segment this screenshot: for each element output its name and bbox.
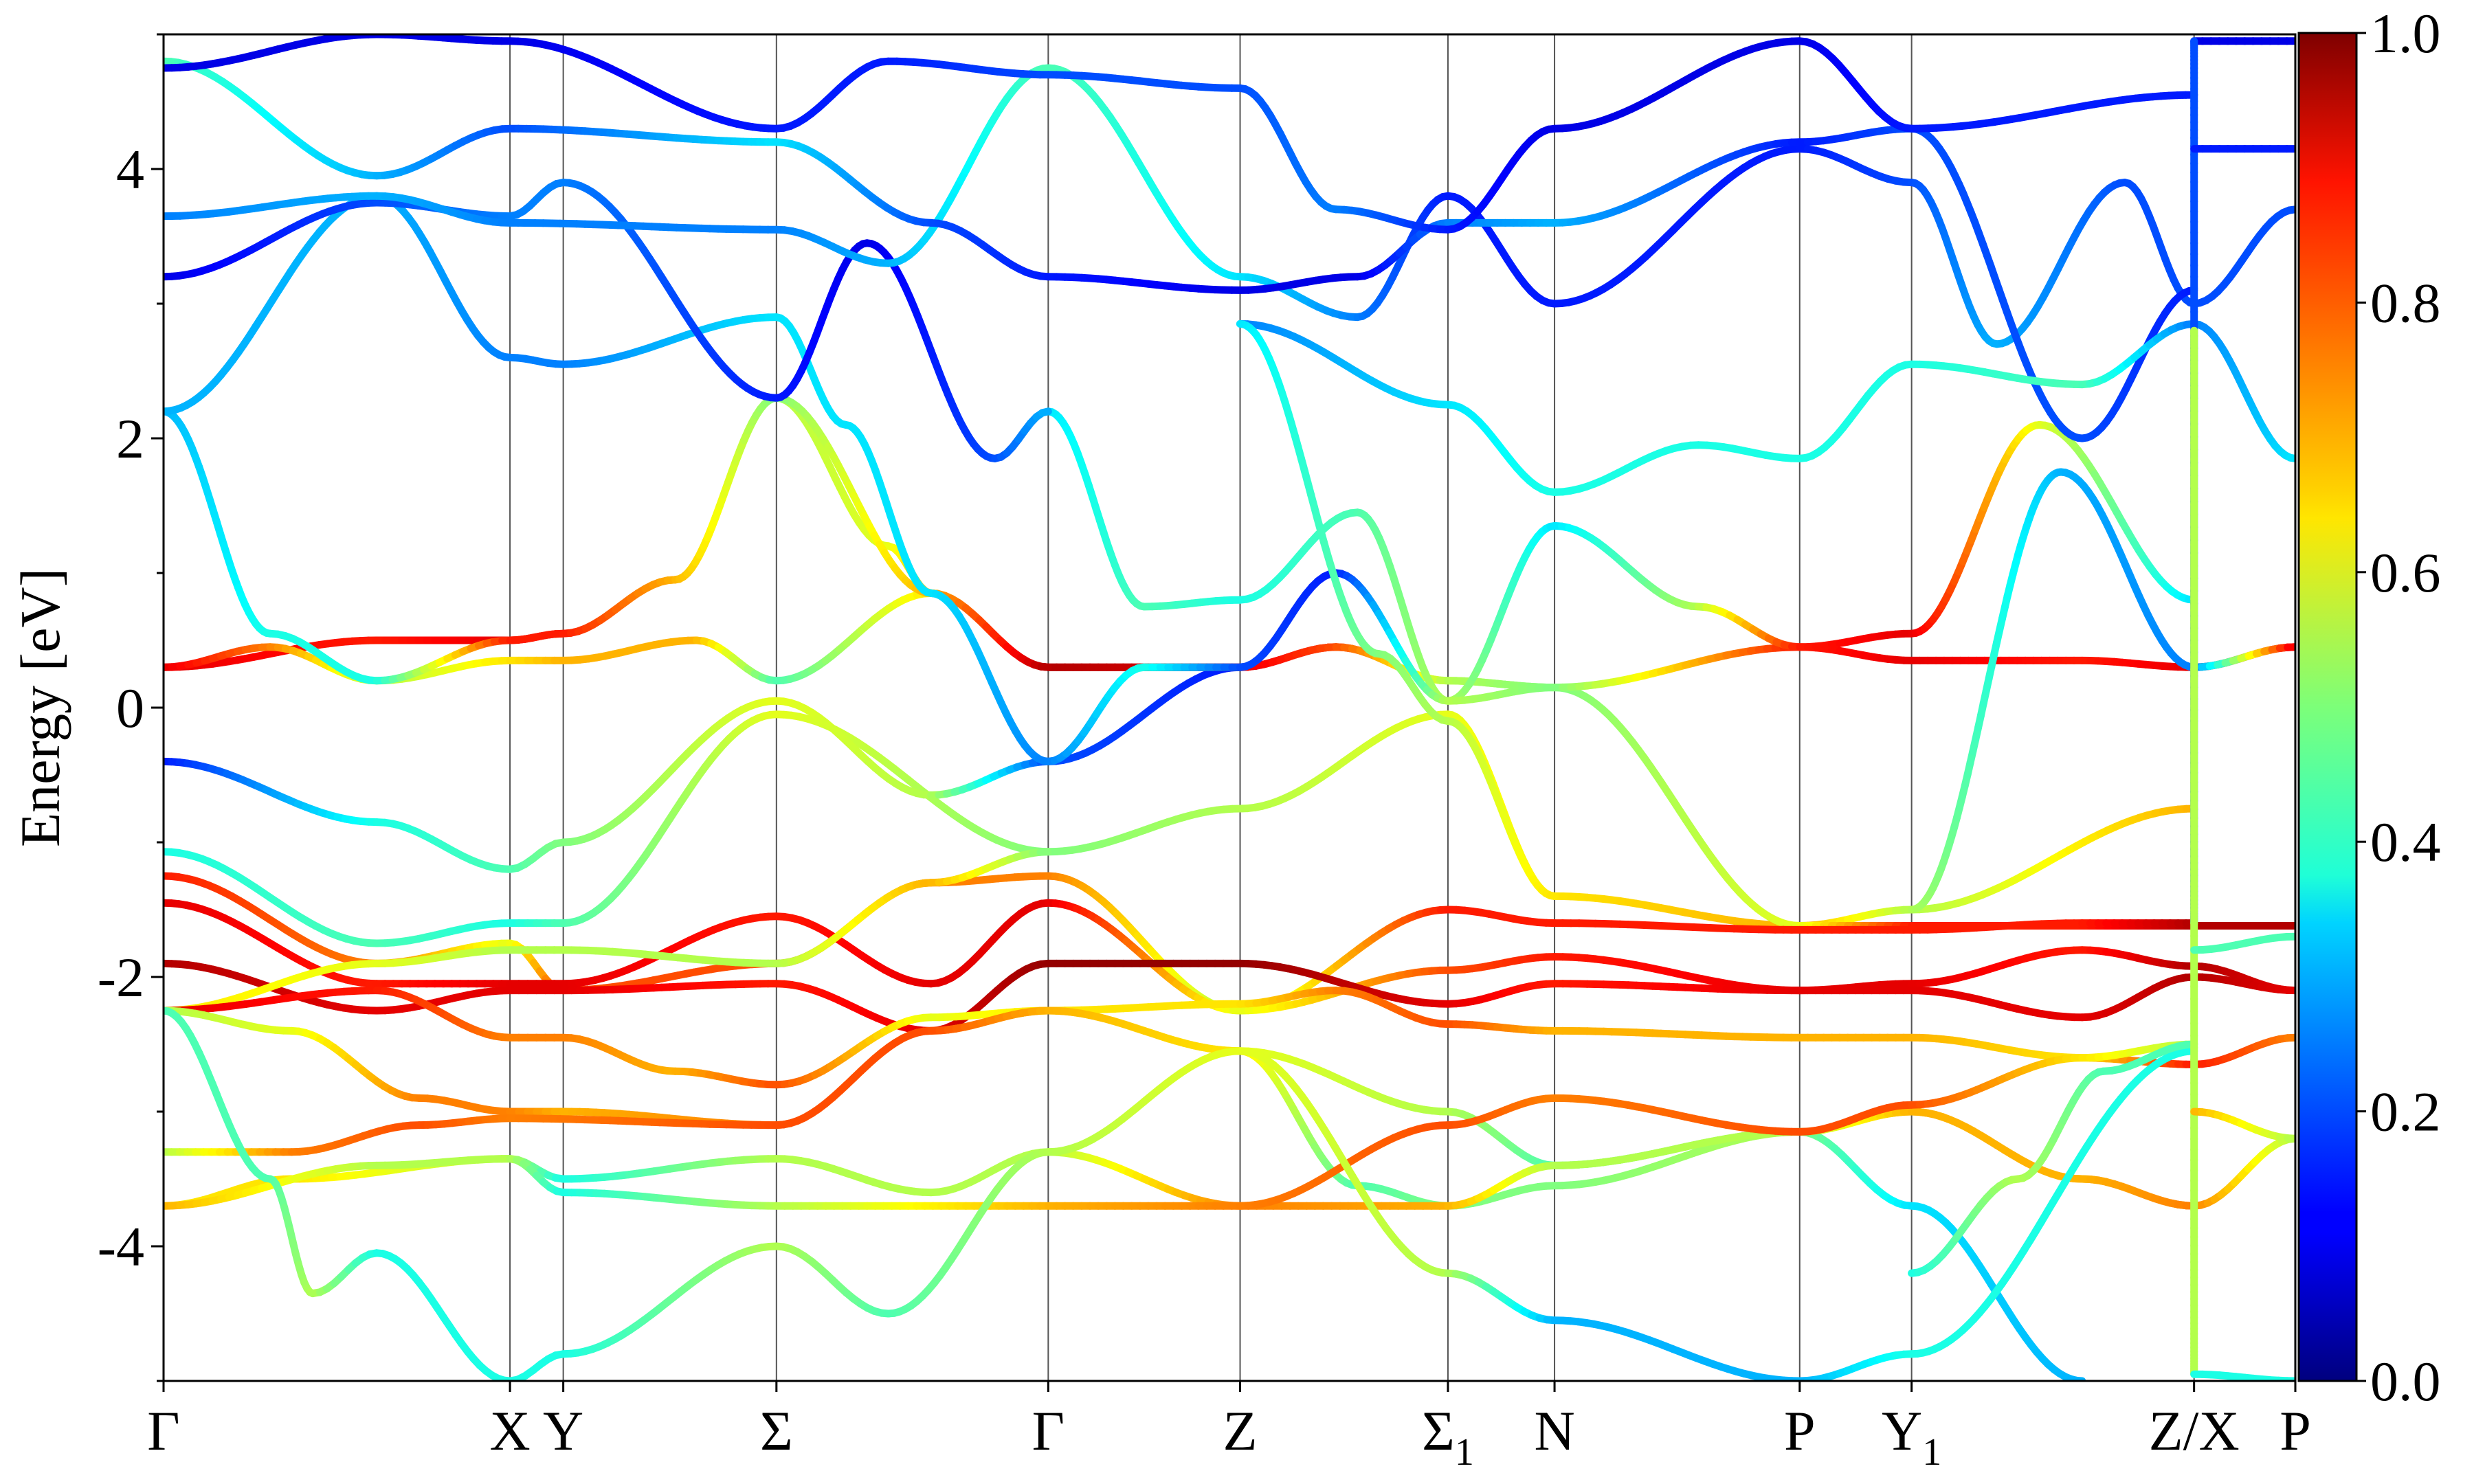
plot-area: 420-2-4 Γ X Y Σ Γ Z Σ1 N P Y1 Z/X P Energy [eV]: [9, 33, 2311, 1474]
band-segment: [1037, 662, 1052, 671]
band-15: [164, 1040, 2198, 1210]
band-10: [164, 848, 1052, 1015]
band-16: [164, 1007, 2198, 1381]
band-6: [1044, 407, 2198, 705]
band-11: [164, 987, 2295, 1089]
band-2: [164, 663, 1244, 873]
band-segment: [1036, 848, 1052, 856]
band-segment: [2284, 1033, 2295, 1042]
plot-background: [164, 34, 2295, 1381]
band-17: [164, 192, 1052, 765]
band-lines: [164, 34, 2295, 1381]
band-8: [164, 899, 2295, 1015]
band-segment: [1038, 407, 1052, 417]
